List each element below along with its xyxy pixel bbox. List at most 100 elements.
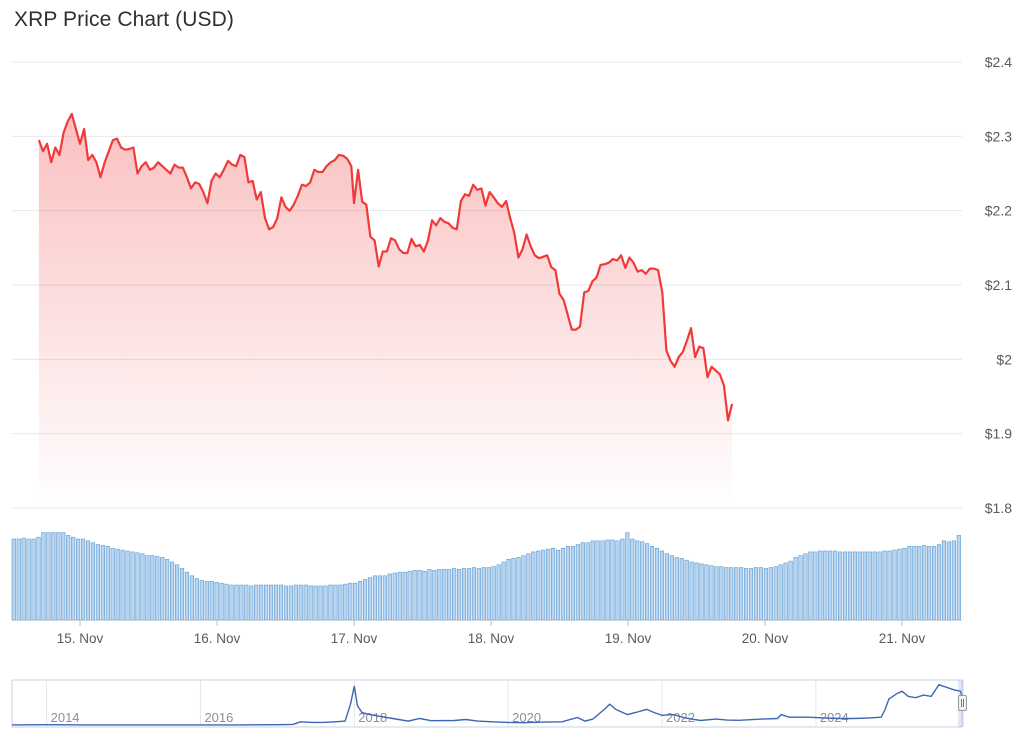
volume-bar bbox=[778, 564, 783, 621]
volume-bar bbox=[130, 551, 135, 621]
volume-bar bbox=[343, 583, 348, 621]
volume-bar bbox=[734, 567, 739, 621]
volume-bar bbox=[249, 585, 254, 621]
volume-bar bbox=[605, 539, 610, 621]
volume-bar bbox=[66, 535, 71, 621]
volume-bar bbox=[724, 567, 729, 621]
volume-bar bbox=[328, 584, 333, 621]
volume-bar bbox=[719, 566, 724, 621]
volume-bar bbox=[184, 571, 190, 621]
chart-title: XRP Price Chart (USD) bbox=[14, 8, 234, 31]
volume-bar bbox=[818, 550, 823, 621]
y-tick-label-5: $1.9 bbox=[985, 426, 1012, 442]
volume-bar bbox=[447, 569, 452, 621]
volume-bar bbox=[377, 575, 382, 621]
x-tick-label-6: 21. Nov bbox=[879, 631, 926, 646]
navigator-tick-label-0: 2014 bbox=[51, 710, 80, 725]
x-tick-label-2: 17. Nov bbox=[331, 631, 378, 646]
x-tick-label-1: 16. Nov bbox=[194, 631, 241, 646]
volume-bar bbox=[264, 584, 269, 621]
volume-bar bbox=[823, 550, 828, 621]
volume-bar bbox=[842, 551, 848, 621]
volume-bar bbox=[828, 550, 833, 621]
volume-bar bbox=[234, 584, 239, 621]
volume-bar bbox=[501, 561, 506, 621]
price-series-line[interactable] bbox=[37, 112, 734, 422]
volume-bar bbox=[90, 542, 96, 621]
volume-bar bbox=[362, 579, 368, 621]
volume-bar bbox=[565, 546, 571, 621]
volume-bar bbox=[704, 564, 709, 621]
volume-bar bbox=[189, 575, 194, 621]
volume-bar bbox=[155, 556, 160, 621]
volume-bar bbox=[541, 549, 546, 621]
volume-bar bbox=[887, 550, 892, 621]
volume-bar bbox=[788, 560, 793, 621]
volume-bar bbox=[382, 575, 387, 621]
y-axis: $2.4 $2.3 $2.2 $2.1 $2 $1.9 $1.8 bbox=[985, 54, 1012, 516]
volume-bar bbox=[640, 541, 645, 621]
volume-bar bbox=[867, 551, 872, 621]
volume-bar bbox=[516, 557, 521, 621]
volume-bar bbox=[209, 581, 214, 621]
volume-bar bbox=[684, 559, 689, 621]
volume-bar bbox=[259, 584, 264, 621]
volume-bar bbox=[115, 548, 120, 621]
volume-bar bbox=[199, 580, 204, 621]
volume-bar bbox=[486, 567, 491, 621]
volume-bar bbox=[481, 567, 486, 621]
volume-bar bbox=[837, 551, 843, 621]
volume-bar bbox=[664, 553, 669, 621]
volume-bar bbox=[927, 546, 932, 621]
volume-bar bbox=[669, 555, 674, 621]
volume-bar bbox=[323, 585, 328, 621]
y-tick-label-2: $2.2 bbox=[985, 203, 1012, 219]
volume-bar bbox=[432, 570, 437, 621]
volume-bar bbox=[160, 557, 165, 621]
volume-bar bbox=[219, 582, 224, 621]
volume-bar bbox=[273, 584, 279, 621]
volume-bar bbox=[649, 546, 655, 621]
volume-bar bbox=[278, 584, 284, 621]
navigator-handle-right[interactable] bbox=[958, 695, 967, 711]
volume-bar bbox=[283, 585, 288, 621]
volume-bar bbox=[808, 551, 813, 621]
volume-bar bbox=[941, 540, 947, 621]
volume-bar bbox=[402, 571, 407, 621]
volume-bar bbox=[936, 544, 942, 621]
volume-bar bbox=[739, 567, 744, 621]
volume-bar bbox=[204, 581, 209, 621]
volume-bar bbox=[31, 538, 36, 621]
navigator[interactable]: 2014 2016 2018 2020 2022 2024 bbox=[11, 679, 967, 728]
volume-bar bbox=[951, 540, 956, 621]
volume-bar bbox=[902, 547, 907, 621]
volume-bar bbox=[471, 567, 477, 621]
volume-bar bbox=[85, 540, 91, 621]
volume-bar bbox=[372, 575, 378, 621]
volume-bar bbox=[313, 585, 318, 621]
volume-bar bbox=[496, 564, 501, 621]
volume-bar bbox=[452, 568, 457, 621]
volume-bar bbox=[892, 549, 897, 621]
volume-bar bbox=[61, 532, 66, 621]
volume-bar bbox=[268, 584, 274, 621]
volume-bar bbox=[526, 553, 531, 621]
volume-bar bbox=[699, 563, 704, 621]
y-tick-label-1: $2.3 bbox=[985, 128, 1012, 144]
volume-bar bbox=[338, 584, 343, 621]
navigator-tick-label-5: 2024 bbox=[820, 710, 849, 725]
volume-bar bbox=[95, 544, 100, 621]
volume-bar bbox=[560, 547, 566, 621]
volume-bar bbox=[917, 546, 922, 621]
volume-bar bbox=[630, 538, 635, 621]
volume-bar bbox=[135, 552, 140, 621]
volume-bar bbox=[694, 562, 699, 621]
volume-bar bbox=[244, 584, 249, 621]
volume-bar bbox=[922, 545, 927, 621]
volume-bar bbox=[743, 568, 749, 621]
volume-bar bbox=[224, 583, 229, 621]
volume-bar bbox=[229, 584, 234, 621]
volume-bar bbox=[491, 566, 496, 621]
volume-bar bbox=[46, 532, 51, 621]
